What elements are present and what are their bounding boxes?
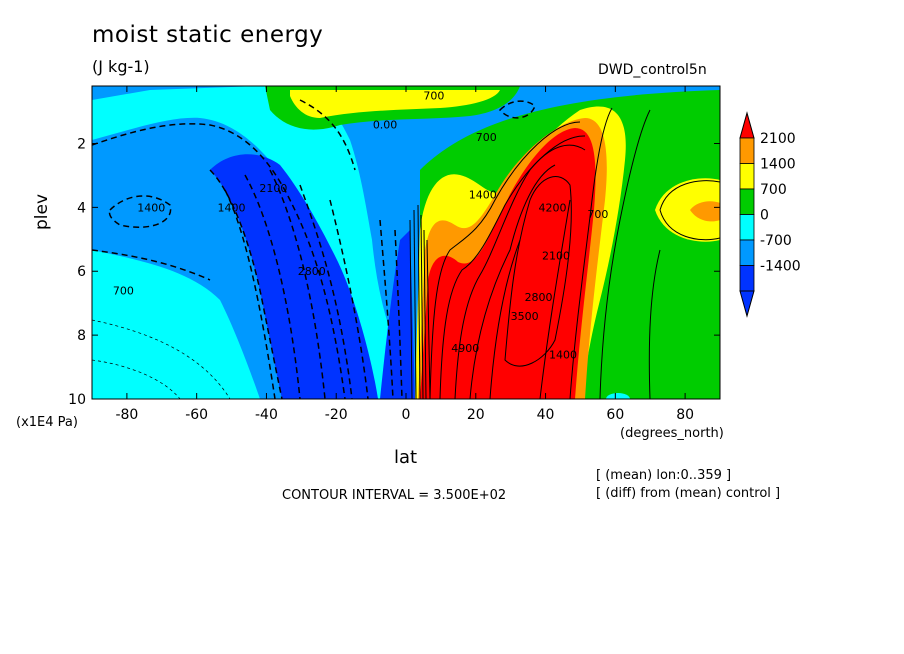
x-tick-label: 20 <box>467 407 485 423</box>
y-axis-unit: (x1E4 Pa) <box>16 415 78 430</box>
colorbar-segment <box>739 188 755 215</box>
contour-label: 4200 <box>539 201 567 214</box>
contour-label: 700 <box>113 284 134 297</box>
x-tick-label: -60 <box>185 407 208 423</box>
contour-label: 1400 <box>549 348 577 361</box>
colorbar-segment <box>739 137 755 164</box>
colorbar-label: 700 <box>760 182 787 198</box>
contour-label: 3500 <box>511 310 539 323</box>
field-eq-blue <box>380 230 415 399</box>
diff-note: [ (diff) from (mean) control ] <box>596 486 781 501</box>
x-tick-label: -20 <box>325 407 348 423</box>
y-tick-label: 2 <box>77 136 86 152</box>
mean-note: [ (mean) lon:0..359 ] <box>596 468 732 483</box>
y-tick-label: 8 <box>77 328 86 344</box>
colorbar-segment <box>739 265 755 292</box>
contour-interval-text: CONTOUR INTERVAL = 3.500E+02 <box>282 488 507 503</box>
colorbar-arrow-bottom <box>739 290 755 318</box>
x-tick-label: 40 <box>537 407 555 423</box>
field-cyan-upper <box>92 86 400 399</box>
y-tick-label: 6 <box>77 264 86 280</box>
y-axis: 2 4 6 8 10 <box>68 136 720 408</box>
colorbar-segment <box>739 214 755 241</box>
colorbar-arrow-top <box>739 111 755 139</box>
x-axis-unit: (degrees_north) <box>620 426 724 441</box>
colorbar-segment <box>739 239 755 266</box>
field-sh-deep-blue <box>210 154 378 399</box>
field-plume-red <box>420 128 596 399</box>
field-top-yellow <box>290 90 500 118</box>
chart-units: (J kg-1) <box>92 57 150 76</box>
contour-label: 4900 <box>451 342 479 355</box>
contour-labels: 700 0.00 700 1400 1400 2100 2800 700 1400 4200 210… <box>113 90 608 362</box>
contour-label: 0.00 <box>373 118 398 131</box>
field-nh-orange-blob <box>690 201 720 222</box>
x-tick-label: 80 <box>676 407 694 423</box>
contour-label: 700 <box>476 131 497 144</box>
chart-title: moist static energy <box>92 22 324 48</box>
colorbar-label: 2100 <box>760 131 796 147</box>
colorbar-segment <box>739 163 755 190</box>
contour-label: 700 <box>423 90 444 103</box>
colorbar: 2100 1400 700 0 -700 -1400 <box>739 111 801 318</box>
equator-contour-bunch <box>409 204 431 399</box>
field-sh-cyan-low <box>92 250 260 399</box>
colorbar-label: 1400 <box>760 157 796 173</box>
colorbar-label: 0 <box>760 208 769 224</box>
y-tick-label: 4 <box>77 200 86 216</box>
colorbar-label: -700 <box>760 233 792 249</box>
x-tick-label: -80 <box>115 407 138 423</box>
filled-contours: 700 0.00 700 1400 1400 2100 2800 700 1400 4200 210… <box>92 86 720 399</box>
x-tick-label: 0 <box>402 407 411 423</box>
run-name: DWD_control5n <box>598 62 707 78</box>
y-tick-label: 10 <box>68 392 86 408</box>
x-tick-label: 60 <box>606 407 624 423</box>
contour-label: 2100 <box>259 182 287 195</box>
field-nh-yellow-blob <box>655 178 720 242</box>
contour-label: 2800 <box>525 291 553 304</box>
field-cyan-spot <box>606 393 630 399</box>
x-tick-label: -40 <box>255 407 278 423</box>
x-axis: -80 -60 -40 -20 0 20 40 60 80 <box>115 86 694 423</box>
contour-label: 1400 <box>218 201 246 214</box>
contour-lines-negative <box>92 99 536 399</box>
contour-lines <box>429 107 720 399</box>
contour-label: 2800 <box>298 265 326 278</box>
contour-label: 1400 <box>137 201 165 214</box>
contour-lines-thin <box>92 319 231 399</box>
colorbar-label: -1400 <box>760 259 801 275</box>
contour-label: 1400 <box>469 189 497 202</box>
contour-label: 2100 <box>542 249 570 262</box>
x-axis-label: lat <box>394 447 418 468</box>
contour-label: 700 <box>587 208 608 221</box>
